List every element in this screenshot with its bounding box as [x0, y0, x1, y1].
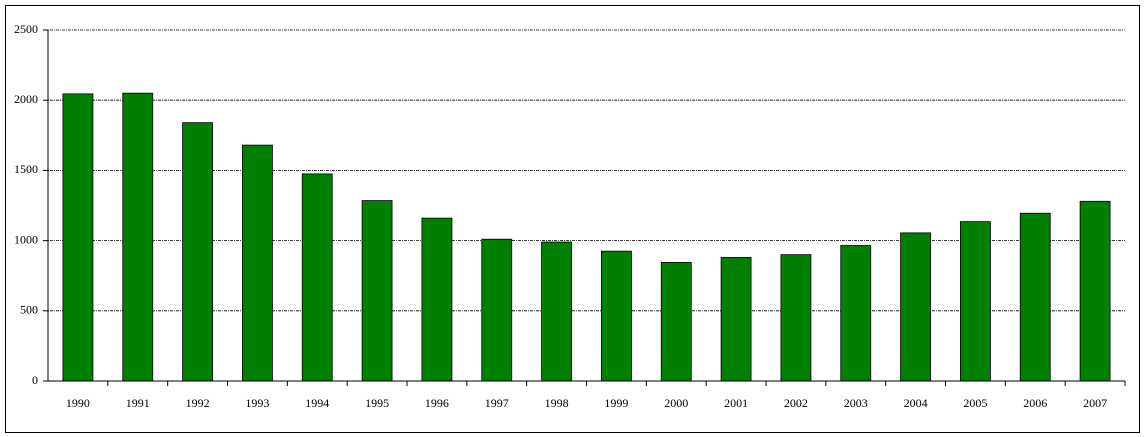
- x-tick-label: 2003: [844, 396, 868, 410]
- y-tick-label: 1500: [14, 162, 38, 176]
- x-tick-label: 1997: [485, 396, 509, 410]
- bar: [780, 254, 812, 382]
- x-tick-label: 1992: [186, 396, 210, 410]
- y-tick-label: 2500: [14, 22, 38, 36]
- bar: [660, 261, 692, 382]
- x-tick-label: 2006: [1023, 396, 1047, 410]
- bar: [242, 144, 273, 382]
- bar: [960, 221, 991, 382]
- bar: [301, 173, 333, 382]
- x-tick-label: 1999: [604, 396, 628, 410]
- x-tick-label: 1995: [365, 396, 389, 410]
- bar: [182, 122, 213, 382]
- x-tick-label: 2004: [904, 396, 928, 410]
- bar: [900, 232, 931, 382]
- bar: [720, 257, 752, 382]
- bar: [1019, 212, 1051, 382]
- bar: [122, 92, 154, 382]
- x-tick-label: 2001: [724, 396, 748, 410]
- x-tick-label: 1998: [545, 396, 569, 410]
- x-tick-label: 2007: [1083, 396, 1107, 410]
- x-tick-label: 2005: [963, 396, 987, 410]
- bar: [421, 217, 453, 382]
- bar: [361, 200, 393, 382]
- x-tick-label: 1991: [126, 396, 150, 410]
- bar: [481, 238, 513, 382]
- y-tick-label: 500: [20, 303, 38, 317]
- y-tick-label: 1000: [14, 232, 38, 246]
- bar: [840, 245, 872, 382]
- x-tick-label: 1996: [425, 396, 449, 410]
- bar: [601, 250, 632, 382]
- x-tick-label: 2000: [664, 396, 688, 410]
- y-tick-label: 0: [32, 373, 38, 387]
- bar: [541, 241, 572, 382]
- bar: [1079, 200, 1111, 382]
- x-tick-label: 1994: [305, 396, 329, 410]
- x-tick-label: 1993: [245, 396, 269, 410]
- y-tick-label: 2000: [14, 92, 38, 106]
- x-tick-label: 2002: [784, 396, 808, 410]
- x-tick-label: 1990: [66, 396, 90, 410]
- bar: [62, 93, 94, 382]
